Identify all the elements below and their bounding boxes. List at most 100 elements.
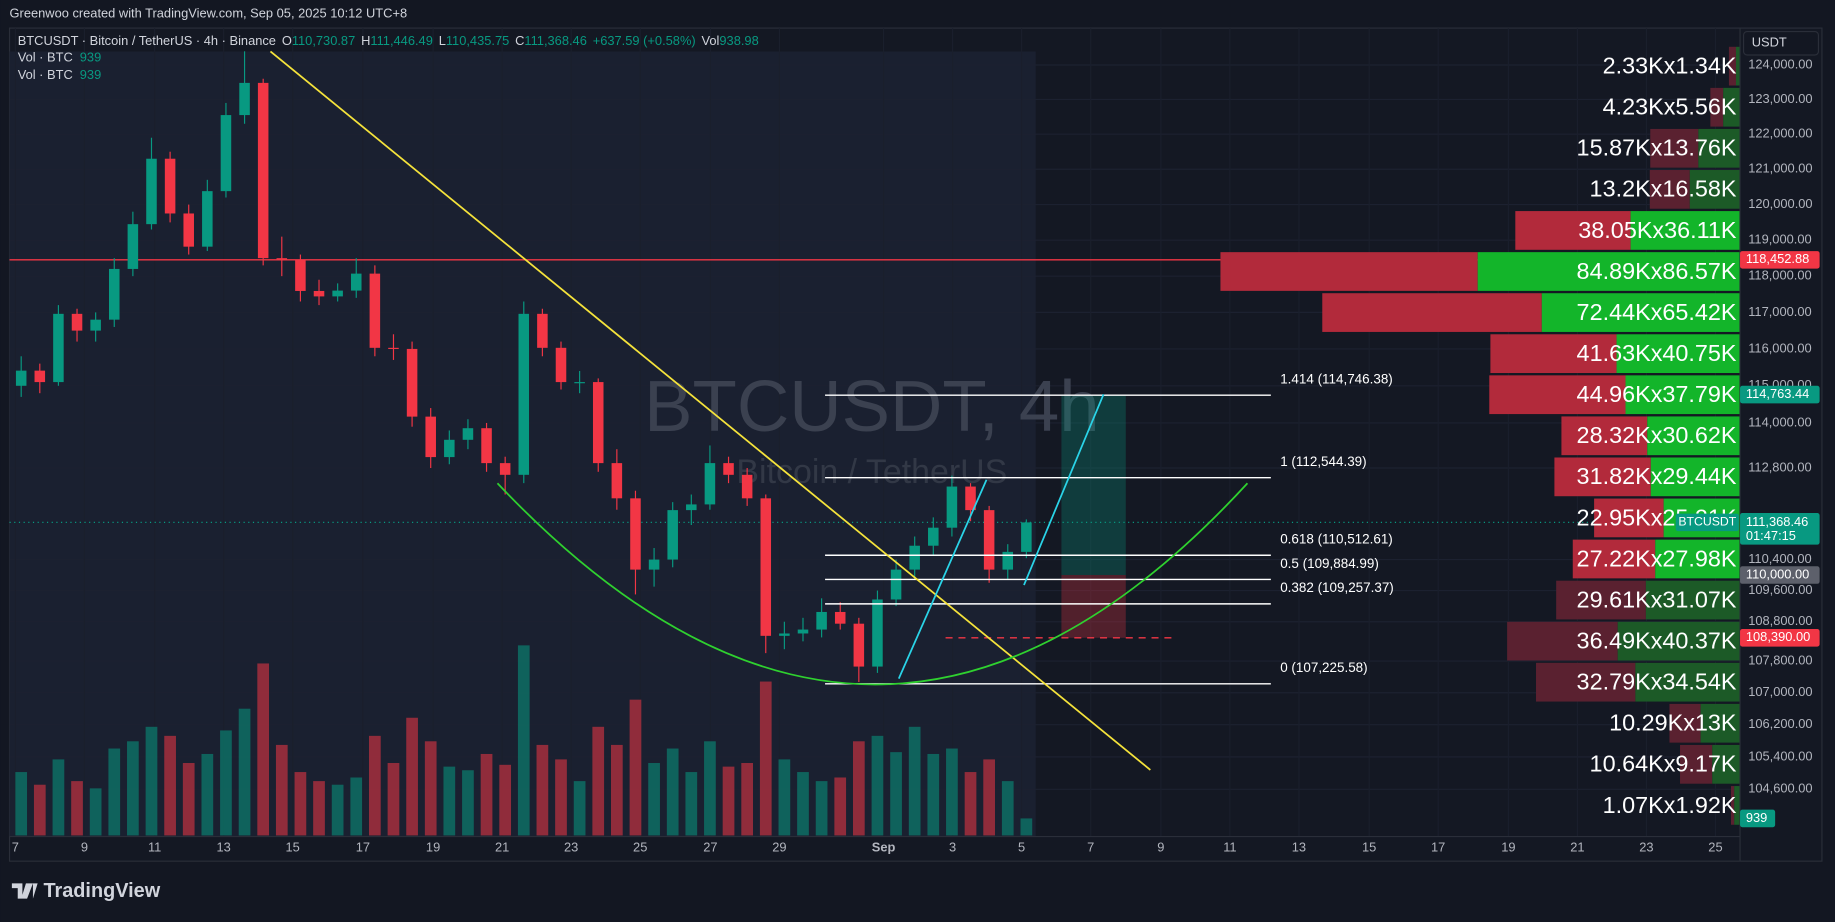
volume-bar [927, 753, 940, 836]
profile-buy [1617, 621, 1741, 661]
volume-bar [257, 663, 270, 836]
volume-legend-name: Vol · BTC [18, 50, 73, 65]
profile-label: 29.61Kx31.07K [1577, 586, 1737, 612]
candle-body [592, 382, 604, 464]
volume-bar [89, 788, 102, 836]
ohlc-value: 111,368.46 [524, 34, 586, 49]
candle-body [127, 224, 139, 269]
y-tick-label: 105,400.00 [1748, 748, 1812, 763]
volume-bar [238, 708, 251, 836]
candle-body [276, 258, 288, 260]
volume-legend: Vol · BTC 939 [18, 50, 102, 65]
volume-bar [182, 763, 195, 836]
profile-sell [1490, 334, 1617, 374]
x-tick-label: 27 [703, 840, 717, 855]
volume-bar [127, 741, 139, 836]
volume-bar [908, 726, 921, 836]
profile-label: 72.44Kx65.42K [1577, 299, 1737, 325]
volume-tag-label: 939 [1746, 810, 1767, 825]
y-tick-label: 117,000.00 [1748, 304, 1811, 319]
profile-sell [1515, 211, 1631, 250]
profile-buy [1541, 293, 1741, 332]
x-tick-label: 19 [426, 840, 440, 855]
profile-label: 13.2Kx16.58K [1590, 176, 1737, 202]
fib-label: 1 (112,544.39) [1280, 454, 1366, 469]
x-tick-label: 15 [286, 840, 300, 855]
candle-body [332, 290, 343, 297]
volume-bar [443, 766, 456, 836]
volume-bar [890, 752, 902, 836]
trendline [269, 50, 1151, 771]
price-tag-label: 108,390.00 [1746, 629, 1810, 644]
candle-body [444, 439, 455, 458]
price-tag [1740, 566, 1820, 584]
y-tick-label: 106,200.00 [1748, 716, 1812, 731]
volume-bar [797, 772, 809, 836]
profile-sell [1220, 252, 1478, 291]
volume-bar [964, 772, 977, 836]
symbol-tag-label: BTCUSDT [1678, 515, 1736, 529]
candle-body [965, 486, 976, 511]
volume-bar [852, 741, 865, 836]
candle-body [146, 158, 157, 225]
volume-legend-value: 939 [80, 67, 101, 82]
candle-body [704, 463, 716, 505]
candle-body [537, 313, 548, 348]
volume-bar [685, 772, 698, 836]
candle-body [34, 370, 46, 383]
x-tick-label: 23 [1639, 840, 1653, 855]
profile-label: 31.82Kx29.44K [1577, 463, 1737, 489]
price-axis: 124,000.00 123,000.00 122,000.00 121,000.00… [1748, 56, 1812, 795]
candle-body [71, 313, 83, 331]
profile-sell [1572, 539, 1656, 579]
y-tick-label: 118,000.00 [1748, 268, 1811, 283]
profile-sell [1556, 580, 1646, 620]
y-tick-label: 114,000.00 [1748, 414, 1811, 429]
currency-label[interactable]: USDT [1752, 35, 1787, 50]
candle-body [350, 273, 362, 291]
candle-body [611, 463, 623, 499]
volume-bar [722, 766, 735, 836]
profile-sell [1594, 498, 1664, 538]
time-axis: 7 9 11 13 15 17 19 21 23 25 27 29 Sep 3 5 7 9 11 13 15 17 19 2… [12, 840, 1723, 855]
price-tag [1740, 251, 1820, 269]
candle-body [779, 633, 790, 636]
x-tick-label: 11 [148, 840, 161, 855]
volume-bar [33, 784, 46, 836]
y-tick-label: 116,000.00 [1748, 340, 1811, 355]
profile-label: 28.32Kx30.62K [1577, 422, 1737, 448]
profile-label: 32.79Kx34.54K [1577, 669, 1737, 695]
x-tick-label: 17 [356, 840, 370, 855]
currency-button[interactable] [1742, 31, 1820, 56]
volume-bar [555, 759, 567, 836]
candle-body [872, 599, 883, 667]
x-tick-label: 7 [12, 840, 19, 855]
volume-bar [592, 726, 605, 836]
profile-buy [1689, 170, 1741, 209]
candle-body [667, 510, 678, 560]
profile-label: 2.33Kx1.34K [1603, 53, 1737, 79]
x-tick-label: 13 [217, 840, 231, 855]
candle-body [183, 213, 194, 247]
profile-sell [1649, 170, 1690, 209]
legend: BTCUSDT · Bitcoin / TetherUS · 4h · Bina… [18, 34, 759, 83]
candle-body [108, 268, 120, 320]
x-tick-label: 19 [1501, 840, 1515, 855]
fib-label: 1.414 (114,746.38) [1280, 372, 1393, 387]
x-tick-label: 25 [633, 840, 647, 855]
price-tag [1740, 629, 1820, 647]
volume-bar [424, 741, 437, 836]
y-tick-label: 123,000.00 [1748, 91, 1812, 106]
ohlc-value: 110,435.75 [446, 34, 509, 49]
candle-body [257, 82, 269, 259]
ohlc-key: O [282, 34, 292, 49]
fib-label: 0.618 (110,512.61) [1280, 532, 1393, 547]
profile-buy [1655, 539, 1741, 579]
brand: TradingView [43, 880, 160, 902]
candle-body [834, 611, 846, 624]
x-tick-label: 29 [772, 840, 786, 855]
x-tick-label: 25 [1708, 840, 1722, 855]
profile-label: 27.22Kx27.98K [1577, 545, 1737, 571]
profile-label: 15.87Kx13.76K [1577, 135, 1737, 161]
volume-bar [201, 753, 214, 836]
